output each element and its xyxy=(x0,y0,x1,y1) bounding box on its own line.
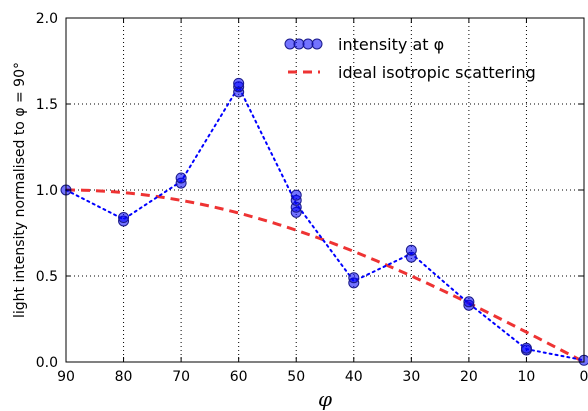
x-tick-label: 70 xyxy=(172,369,190,385)
x-tick-label: 20 xyxy=(460,369,478,385)
data-point xyxy=(405,244,417,256)
x-tick-label: 90 xyxy=(57,369,75,385)
data-point xyxy=(290,189,302,201)
intensity-data-points xyxy=(60,77,588,366)
y-tick-label: 1.5 xyxy=(36,97,58,113)
x-tick-label: 10 xyxy=(518,369,536,385)
legend-marker-intensity xyxy=(311,38,323,50)
legend-label-intensity: intensity at φ xyxy=(338,35,444,54)
data-point xyxy=(233,77,245,89)
intensity-connecting-line xyxy=(65,84,585,362)
data-point xyxy=(348,272,360,284)
intensity-dotted-line xyxy=(65,84,585,362)
y-tick-label: 1.0 xyxy=(36,183,58,199)
legend-label-ideal: ideal isotropic scattering xyxy=(338,63,536,82)
data-point xyxy=(520,342,532,354)
x-tick-label: 60 xyxy=(230,369,248,385)
ideal-scattering-line xyxy=(65,188,585,364)
x-tick-label: 50 xyxy=(287,369,305,385)
x-axis-label: φ xyxy=(318,387,332,411)
legend: intensity at φ ideal isotropic scattering xyxy=(284,35,536,82)
x-tick-label: 0 xyxy=(580,369,588,385)
x-tick-label: 80 xyxy=(115,369,133,385)
y-axis-ticks: 0.0 0.5 1.0 1.5 2.0 xyxy=(36,11,584,371)
x-tick-label: 40 xyxy=(345,369,363,385)
ideal-scattering-curve xyxy=(65,188,585,364)
data-point xyxy=(175,172,187,184)
y-tick-label: 0.5 xyxy=(36,269,58,285)
data-point xyxy=(118,212,130,224)
y-tick-label: 0.0 xyxy=(36,355,58,371)
data-point xyxy=(463,296,475,308)
x-tick-label: 30 xyxy=(402,369,420,385)
x-axis-ticks: 90 80 70 60 50 40 30 20 10 0 xyxy=(57,18,588,385)
y-tick-label: 2.0 xyxy=(36,11,58,27)
y-axis-label: light intensity normalised to φ = 90° xyxy=(12,62,28,318)
